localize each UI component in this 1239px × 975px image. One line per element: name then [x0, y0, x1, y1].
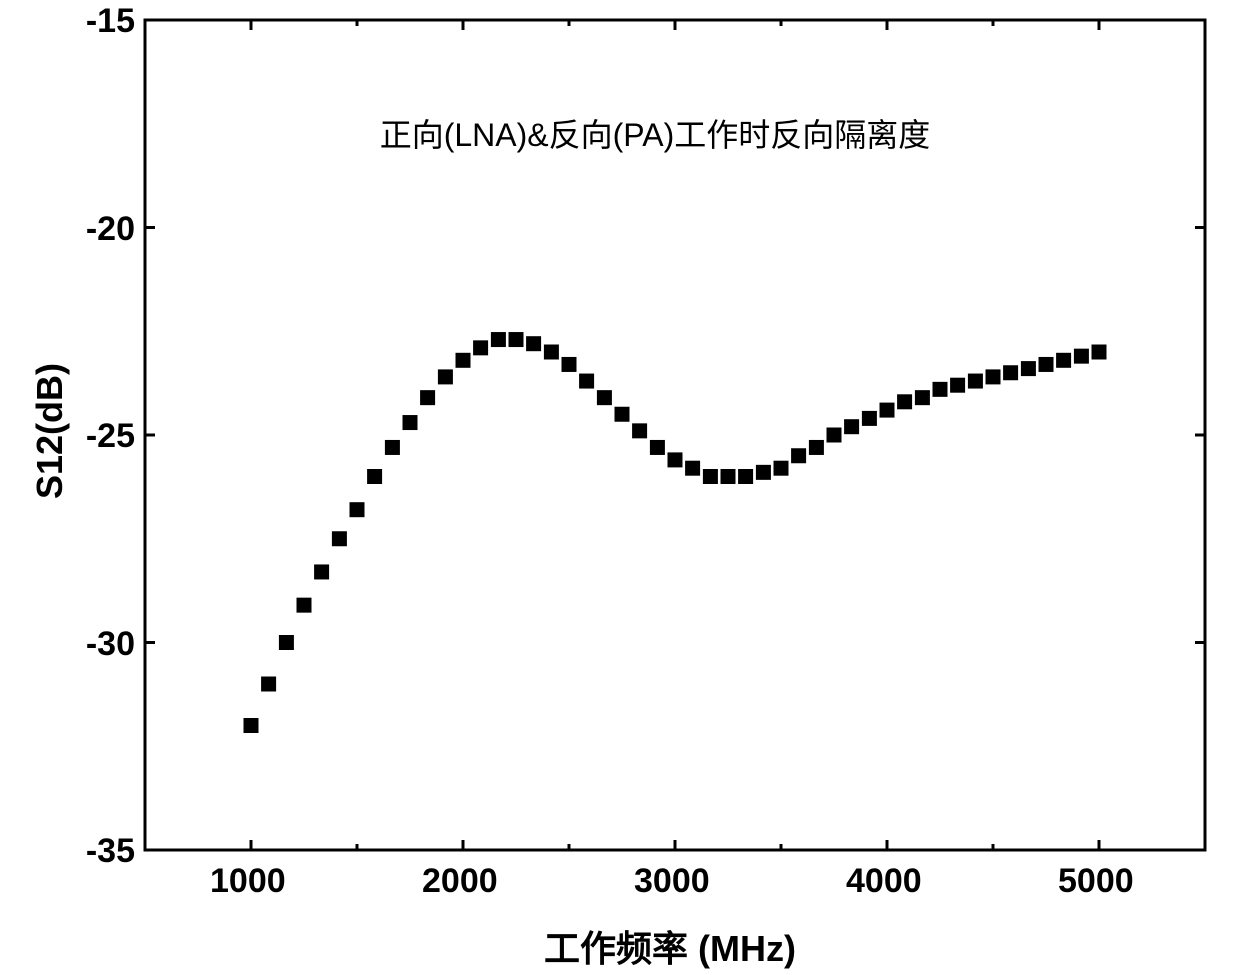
y-axis-label: S12(dB) [29, 341, 71, 521]
y-tick-label: -20 [86, 210, 135, 249]
y-tick-label: -25 [86, 417, 135, 456]
x-tick-label: 2000 [422, 862, 498, 901]
y-tick-label: -35 [86, 832, 135, 871]
y-tick-label: -30 [86, 625, 135, 664]
x-tick-label: 1000 [210, 862, 286, 901]
x-axis-label: 工作频率 (MHz) [470, 920, 870, 972]
y-tick-label: -15 [86, 2, 135, 41]
x-tick-label: 4000 [846, 862, 922, 901]
x-tick-label: 5000 [1058, 862, 1134, 901]
x-tick-label: 3000 [634, 862, 710, 901]
chart-title: 正向(LNA)&反向(PA)工作时反向隔离度 [330, 110, 980, 156]
chart-container: S12(dB) 工作频率 (MHz) 正向(LNA)&反向(PA)工作时反向隔离… [0, 0, 1239, 975]
